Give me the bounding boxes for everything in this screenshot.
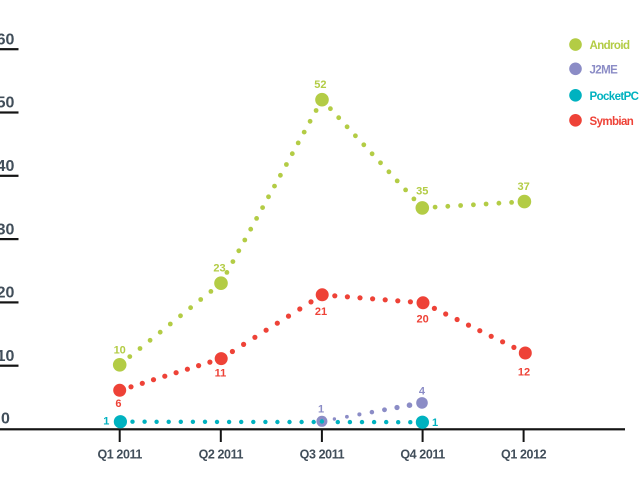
svg-text:J2ME: J2ME bbox=[590, 64, 619, 76]
svg-text:21: 21 bbox=[315, 306, 327, 318]
svg-text:10: 10 bbox=[114, 345, 126, 357]
svg-text:6: 6 bbox=[115, 398, 121, 410]
svg-text:12: 12 bbox=[518, 366, 530, 378]
svg-text:0: 0 bbox=[1, 410, 10, 427]
svg-text:Android: Android bbox=[590, 40, 630, 52]
svg-text:Q2 2011: Q2 2011 bbox=[199, 448, 244, 462]
svg-text:11: 11 bbox=[215, 368, 227, 380]
svg-text:50: 50 bbox=[0, 95, 15, 112]
svg-text:30: 30 bbox=[0, 221, 15, 238]
svg-text:20: 20 bbox=[416, 313, 428, 325]
svg-text:Symbian: Symbian bbox=[590, 116, 634, 128]
svg-text:60: 60 bbox=[0, 31, 15, 48]
svg-text:37: 37 bbox=[517, 181, 529, 193]
svg-text:52: 52 bbox=[314, 79, 326, 91]
svg-text:Q3 2011: Q3 2011 bbox=[300, 448, 345, 462]
svg-text:1: 1 bbox=[432, 417, 438, 429]
svg-text:PocketPC: PocketPC bbox=[590, 91, 639, 103]
svg-text:20: 20 bbox=[0, 285, 15, 302]
svg-text:1: 1 bbox=[103, 416, 109, 428]
svg-text:Q1 2011: Q1 2011 bbox=[97, 448, 142, 462]
svg-text:Q4 2011: Q4 2011 bbox=[400, 448, 445, 462]
svg-text:1: 1 bbox=[318, 403, 324, 415]
svg-text:Q1 2012: Q1 2012 bbox=[501, 448, 547, 462]
svg-text:10: 10 bbox=[0, 348, 15, 365]
svg-text:35: 35 bbox=[416, 186, 428, 198]
svg-text:23: 23 bbox=[213, 262, 225, 274]
svg-text:40: 40 bbox=[0, 158, 15, 175]
svg-text:4: 4 bbox=[419, 386, 426, 398]
